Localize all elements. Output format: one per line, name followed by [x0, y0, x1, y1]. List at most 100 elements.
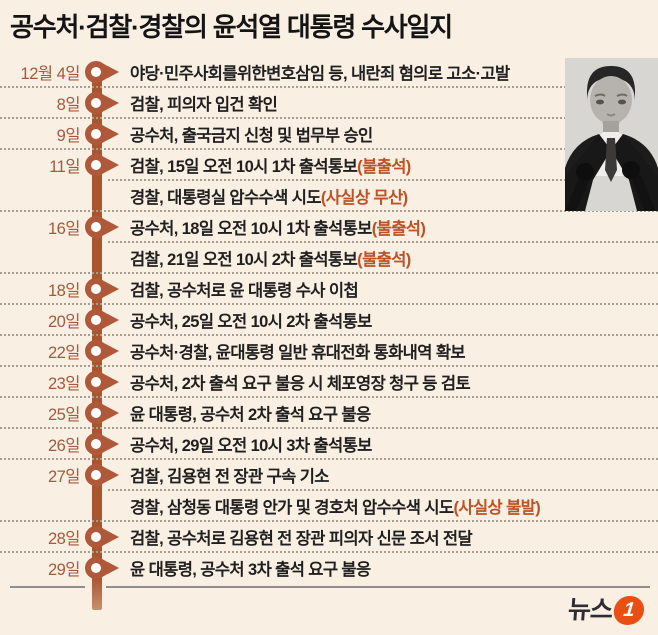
timeline-date: 22일	[47, 343, 81, 362]
timeline-date: 26일	[47, 436, 81, 455]
timeline-row: 20일 공수처, 25일 오전 10시 2차 출석통보	[0, 303, 658, 335]
timeline-row: 검찰, 21일 오전 10시 2차 출석통보(불출석)	[0, 241, 658, 273]
timeline-pin-icon	[85, 277, 119, 301]
event-status-note: (불출석)	[371, 219, 426, 238]
event-main-text: 검찰, 21일 오전 10시 2차 출석통보	[130, 250, 358, 269]
pin-arrow	[102, 279, 119, 298]
group-separator	[0, 272, 658, 274]
event-status-note: (불출석)	[357, 157, 411, 176]
president-photo-image	[565, 58, 658, 211]
event-text: 윤 대통령, 공수처 3차 출석 요구 불응	[130, 556, 371, 580]
pin-arrow	[102, 434, 119, 453]
event-main-text: 경찰, 삼청동 대통령 안가 및 경호처 압수수색 시도	[130, 498, 454, 517]
event-text: 공수처, 25일 오전 10시 2차 출석통보	[130, 308, 372, 332]
group-separator	[0, 210, 658, 212]
timeline-axis-line	[92, 66, 102, 610]
timeline-pin-icon	[85, 308, 119, 332]
event-main-text: 검찰, 공수처로 윤 대통령 수사 이첩	[130, 281, 359, 300]
event-main-text: 공수처·경찰, 윤대통령 일반 휴대전화 통화내역 확보	[130, 343, 466, 362]
subline-separator	[108, 179, 658, 181]
event-main-text: 공수처, 29일 오전 10시 3차 출석통보	[130, 436, 372, 455]
event-text: 경찰, 삼청동 대통령 안가 및 경호처 압수수색 시도(사실상 불발)	[130, 494, 541, 518]
timeline-pin-icon	[85, 432, 119, 456]
timeline-date: 25일	[47, 405, 81, 424]
event-text: 윤 대통령, 공수처 2차 출석 요구 불응	[130, 401, 371, 425]
pin-arrow	[102, 217, 119, 236]
event-text: 검찰, 공수처로 윤 대통령 수사 이첩	[130, 277, 359, 301]
group-separator	[0, 334, 658, 336]
footer-rule-right	[106, 586, 650, 588]
pin-arrow	[102, 62, 119, 81]
event-text: 검찰, 김용현 전 장관 구속 기소	[130, 463, 329, 487]
event-main-text: 검찰, 김용현 전 장관 구속 기소	[130, 467, 329, 486]
event-text: 공수처, 2차 출석 요구 불응 시 체포영장 청구 등 검토	[130, 370, 471, 394]
event-main-text: 윤 대통령, 공수처 3차 출석 요구 불응	[130, 560, 371, 579]
timeline-row: 경찰, 대통령실 압수수색 시도(사실상 무산)	[0, 179, 658, 211]
timeline-date: 27일	[47, 467, 81, 486]
timeline-pin-icon	[85, 463, 119, 487]
timeline-pin-icon	[85, 370, 119, 394]
event-status-note: (사실상 무산)	[320, 188, 408, 207]
timeline-date: 9일	[56, 126, 81, 145]
event-main-text: 야당·민주사회를위한변호삼임 등, 내란죄 혐의로 고소·고발	[130, 64, 510, 83]
timeline-date: 12월 4일	[20, 64, 81, 83]
event-main-text: 검찰, 공수처로 김용현 전 장관 피의자 신문 조서 전달	[130, 529, 473, 548]
group-separator	[0, 303, 658, 305]
timeline-row: 25일 윤 대통령, 공수처 2차 출석 요구 불응	[0, 396, 658, 428]
news1-logo-text: 뉴스	[567, 596, 613, 624]
event-main-text: 공수처, 18일 오전 10시 1차 출석통보	[130, 219, 372, 238]
pin-arrow	[102, 465, 119, 484]
event-text: 검찰, 공수처로 김용현 전 장관 피의자 신문 조서 전달	[130, 525, 473, 549]
timeline-row: 26일 공수처, 29일 오전 10시 3차 출석통보	[0, 427, 658, 459]
timeline-pin-icon	[85, 215, 119, 239]
news1-logo: 뉴스 1	[567, 595, 646, 625]
timeline-row: 경찰, 삼청동 대통령 안가 및 경호처 압수수색 시도(사실상 불발)	[0, 489, 658, 521]
pin-arrow	[102, 310, 119, 329]
timeline-row: 8일 검찰, 피의자 입건 확인	[0, 86, 658, 118]
event-status-note: (불출석)	[357, 250, 411, 269]
pin-arrow	[102, 372, 119, 391]
group-separator	[0, 520, 658, 522]
timeline-date: 29일	[47, 560, 81, 579]
pin-arrow	[102, 527, 119, 546]
pin-arrow	[102, 124, 119, 143]
event-status-note: (사실상 불발)	[453, 498, 541, 517]
timeline-row: 27일 검찰, 김용현 전 장관 구속 기소	[0, 458, 658, 490]
timeline-date: 20일	[47, 312, 81, 331]
timeline-date: 8일	[56, 95, 81, 114]
event-text: 경찰, 대통령실 압수수색 시도(사실상 무산)	[130, 184, 408, 208]
event-main-text: 검찰, 피의자 입건 확인	[130, 95, 278, 114]
group-separator	[0, 427, 658, 429]
event-main-text: 경찰, 대통령실 압수수색 시도	[130, 188, 322, 207]
group-separator	[0, 365, 658, 367]
timeline-date: 23일	[47, 374, 81, 393]
pin-arrow	[102, 403, 119, 422]
timeline-pin-icon	[85, 525, 119, 549]
timeline-rows: 12월 4일 야당·민주사회를위한변호삼임 등, 내란죄 혐의로 고소·고발 8일 검…	[0, 56, 658, 583]
timeline-pin-icon	[85, 401, 119, 425]
timeline-row: 22일 공수처·경찰, 윤대통령 일반 휴대전화 통화내역 확보	[0, 334, 658, 366]
pin-arrow	[102, 93, 119, 112]
pin-arrow	[102, 341, 119, 360]
event-main-text: 공수처, 25일 오전 10시 2차 출석통보	[130, 312, 372, 331]
timeline-row: 16일 공수처, 18일 오전 10시 1차 출석통보(불출석)	[0, 210, 658, 242]
timeline-date: 11일	[49, 157, 80, 176]
event-text: 야당·민주사회를위한변호삼임 등, 내란죄 혐의로 고소·고발	[130, 60, 510, 84]
event-text: 검찰, 21일 오전 10시 2차 출석통보(불출석)	[130, 246, 411, 270]
subline-separator	[108, 489, 658, 491]
group-separator	[0, 551, 658, 553]
event-main-text: 검찰, 15일 오전 10시 1차 출석통보	[130, 157, 358, 176]
event-main-text: 윤 대통령, 공수처 2차 출석 요구 불응	[130, 405, 371, 424]
group-separator	[0, 117, 658, 119]
timeline-pin-icon	[85, 153, 119, 177]
event-main-text: 공수처, 2차 출석 요구 불응 시 체포영장 청구 등 검토	[130, 374, 471, 393]
pin-arrow	[102, 155, 119, 174]
group-separator	[0, 86, 658, 88]
timeline-row: 9일 공수처, 출국금지 신청 및 법무부 승인	[0, 117, 658, 149]
timeline-row: 23일 공수처, 2차 출석 요구 불응 시 체포영장 청구 등 검토	[0, 365, 658, 397]
timeline-date: 28일	[47, 529, 81, 548]
event-main-text: 공수처, 출국금지 신청 및 법무부 승인	[130, 126, 373, 145]
timeline-pin-icon	[85, 556, 119, 580]
timeline-date: 18일	[47, 281, 81, 300]
group-separator	[0, 148, 658, 150]
